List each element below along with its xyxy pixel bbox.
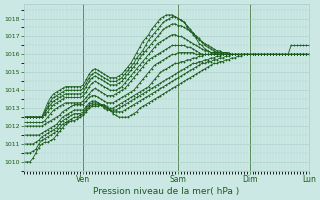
X-axis label: Pression niveau de la mer( hPa ): Pression niveau de la mer( hPa ) <box>93 187 240 196</box>
